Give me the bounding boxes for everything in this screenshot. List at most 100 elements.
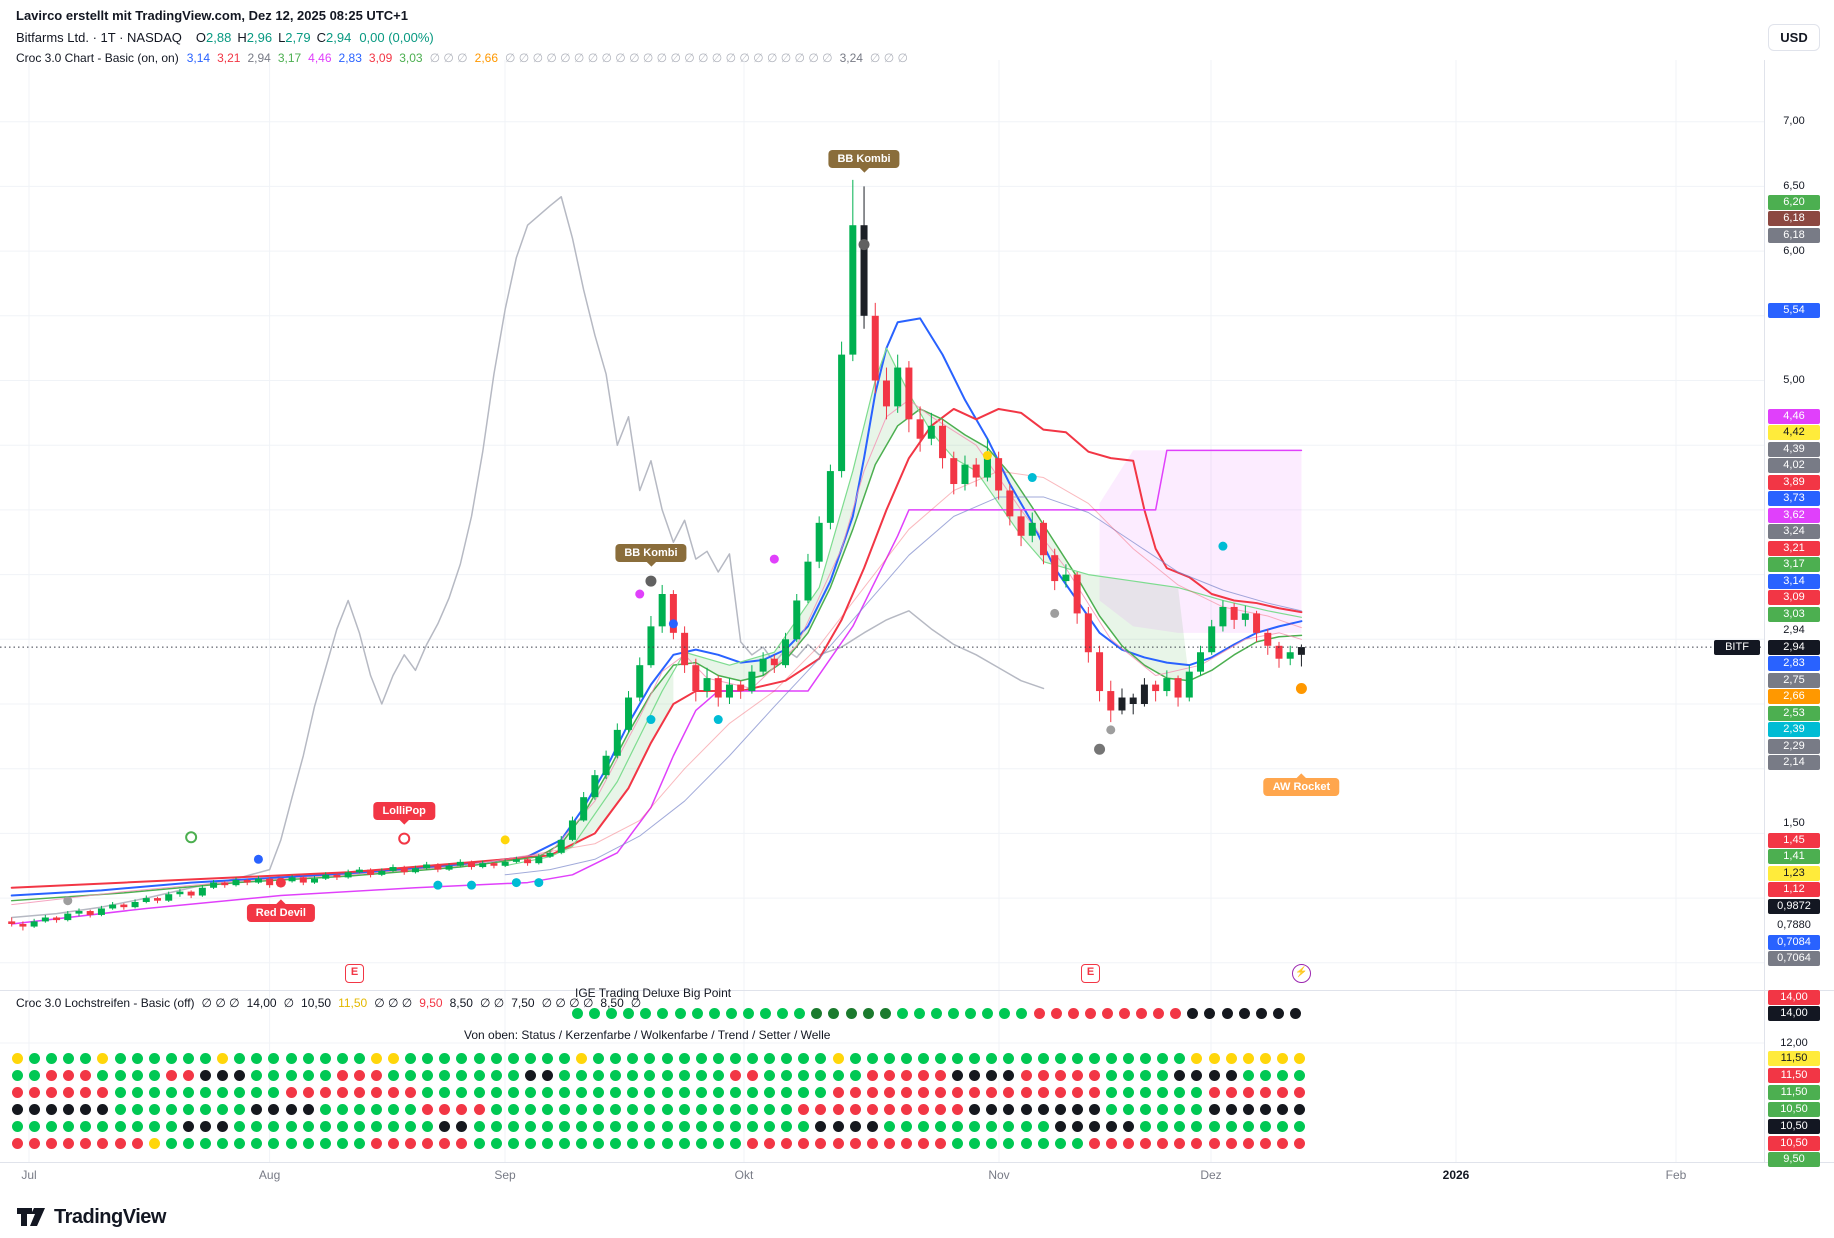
loch-dot	[319, 1086, 331, 1098]
loch-dot	[46, 1069, 58, 1081]
loch-dot	[781, 1137, 793, 1149]
loch-dot	[695, 1120, 707, 1132]
symbol-title[interactable]: Bitfarms Ltd. · 1T · NASDAQ	[16, 30, 182, 45]
loch-dot	[729, 1086, 741, 1098]
loch-dot	[1071, 1069, 1083, 1081]
loch-dot	[1003, 1069, 1015, 1081]
loch-dot	[422, 1120, 434, 1132]
loch-dot	[1208, 1052, 1220, 1064]
loch-dot	[1054, 1103, 1066, 1115]
loch-dot	[524, 1137, 536, 1149]
loch-dot	[815, 1086, 827, 1098]
loch-dot	[935, 1052, 947, 1064]
loch-dot	[644, 1137, 656, 1149]
loch-dot	[12, 1120, 23, 1132]
loch-dot	[405, 1103, 417, 1115]
chart-label-red-devil[interactable]: Red Devil	[246, 899, 315, 922]
loch-dot	[97, 1052, 109, 1064]
loch-dot	[815, 1052, 827, 1064]
indicator-legend-lochstreifen[interactable]: Croc 3.0 Lochstreifen - Basic (off) ∅ ∅ …	[16, 996, 641, 1010]
indicator-name[interactable]: Croc 3.0 Lochstreifen - Basic (off)	[16, 996, 195, 1010]
loch-dot	[148, 1120, 160, 1132]
chart-label-bb-kombi[interactable]: BB Kombi	[828, 150, 900, 173]
loch-dot	[302, 1120, 314, 1132]
loch-dot	[747, 1086, 759, 1098]
loch-dot	[200, 1103, 212, 1115]
loch-dot	[900, 1069, 912, 1081]
loch-dot	[1294, 1052, 1306, 1064]
loch-dot	[627, 1052, 639, 1064]
time-axis-label-jul: Jul	[21, 1168, 37, 1182]
loch-dot	[1259, 1069, 1271, 1081]
loch-dot	[148, 1103, 160, 1115]
loch-dot	[1067, 1007, 1079, 1019]
indicator-value: 9,50	[419, 996, 443, 1010]
loch-dot	[80, 1086, 92, 1098]
loch-dot	[456, 1120, 468, 1132]
loch-dot	[627, 1103, 639, 1115]
indicator-name[interactable]: Croc 3.0 Chart - Basic (on, on)	[16, 51, 179, 65]
loch-dot	[268, 1137, 280, 1149]
ohlc-value: 2,88	[206, 30, 232, 45]
loch-dot	[764, 1052, 776, 1064]
loch-dot	[1140, 1120, 1152, 1132]
loch-dot	[952, 1069, 964, 1081]
indicator-legend-croc-chart[interactable]: Croc 3.0 Chart - Basic (on, on) 3,14 3,21…	[16, 51, 908, 65]
loch-dot	[781, 1052, 793, 1064]
earnings-event-icon[interactable]: E	[345, 964, 364, 983]
price-axis-label: 9,50	[1768, 1151, 1820, 1167]
loch-dot	[422, 1052, 434, 1064]
loch-dot	[559, 1103, 570, 1115]
earnings-event-icon[interactable]: E	[1081, 964, 1100, 983]
loch-dot	[729, 1052, 741, 1064]
loch-dot	[165, 1137, 177, 1149]
loch-dot	[251, 1069, 263, 1081]
loch-dot	[729, 1120, 741, 1132]
attribution-text: Lavirco erstellt mit TradingView.com, De…	[16, 8, 408, 23]
loch-dot	[559, 1069, 570, 1081]
loch-dot	[712, 1103, 724, 1115]
loch-dot	[439, 1103, 451, 1115]
loch-dot	[473, 1137, 485, 1149]
loch-dot	[353, 1069, 365, 1081]
loch-dot	[234, 1120, 246, 1132]
loch-dot	[832, 1086, 844, 1098]
chart-label-bb-kombi[interactable]: BB Kombi	[615, 544, 687, 567]
loch-dot	[63, 1052, 75, 1064]
time-axis-label-2026: 2026	[1442, 1168, 1470, 1182]
loch-dot	[1174, 1086, 1186, 1098]
loch-dot	[1242, 1052, 1254, 1064]
currency-button[interactable]: USD	[1768, 24, 1820, 51]
loch-dot	[1020, 1137, 1032, 1149]
chart-label-lollipop[interactable]: LolliPop	[373, 802, 435, 825]
flash-event-icon[interactable]: ⚡	[1292, 964, 1311, 983]
loch-dot	[439, 1069, 451, 1081]
loch-dot	[422, 1069, 434, 1081]
loch-dot	[319, 1052, 331, 1064]
tradingview-logo[interactable]: TradingView	[16, 1204, 166, 1230]
loch-dot	[456, 1137, 468, 1149]
chart-label-aw-rocket[interactable]: AW Rocket	[1263, 773, 1340, 796]
loch-dot	[217, 1086, 229, 1098]
loch-dot	[1123, 1137, 1135, 1149]
loch-dot	[182, 1103, 194, 1115]
loch-dot	[866, 1086, 878, 1098]
loch-dot	[965, 1007, 977, 1019]
price-axis-label: 1,45	[1768, 832, 1820, 848]
price-axis-label: 2,53	[1768, 705, 1820, 721]
loch-dot	[969, 1120, 981, 1132]
loch-dot	[708, 1007, 720, 1019]
indicator-value: 11,50	[338, 996, 368, 1010]
loch-dot	[1259, 1103, 1271, 1115]
loch-dot	[849, 1103, 861, 1115]
time-axis-label-aug: Aug	[258, 1168, 281, 1182]
loch-dot	[473, 1052, 485, 1064]
loch-dot	[1259, 1120, 1271, 1132]
loch-dot	[815, 1137, 827, 1149]
loch-dot	[1106, 1052, 1117, 1064]
pane-separator[interactable]	[0, 990, 1834, 991]
loch-dot	[896, 1007, 908, 1019]
symbol-legend[interactable]: Bitfarms Ltd. · 1T · NASDAQ O2,88 H2,96 L2…	[16, 30, 434, 45]
loch-dot	[999, 1007, 1011, 1019]
